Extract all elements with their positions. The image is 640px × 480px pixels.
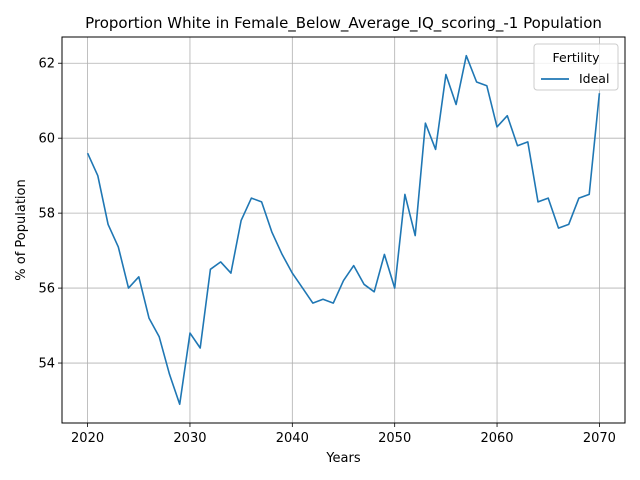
x-tick-label: 2040	[276, 431, 309, 446]
x-tick-label: 2030	[173, 431, 206, 446]
chart-title: Proportion White in Female_Below_Average…	[85, 14, 602, 33]
y-tick-label: 56	[38, 282, 55, 297]
x-tick-label: 2020	[71, 431, 104, 446]
y-tick-label: 54	[38, 357, 55, 372]
legend-label-ideal: Ideal	[579, 71, 609, 86]
y-tick-label: 62	[38, 57, 55, 72]
series-layer	[86, 54, 601, 406]
plot-frame	[61, 36, 626, 424]
legend: Fertility Ideal	[533, 43, 619, 91]
legend-title: Fertility	[553, 50, 601, 65]
x-tick-label: 2070	[583, 431, 616, 446]
grid-layer	[62, 37, 625, 423]
y-axis-label: % of Population	[14, 179, 29, 280]
x-tick-label: 2060	[480, 431, 513, 446]
series-line-ideal	[86, 54, 601, 406]
tick-layer: 2020 2030 2040 2050 2060 2070 54 56 58 60 62	[38, 57, 616, 446]
y-tick-label: 58	[38, 207, 55, 222]
x-tick-label: 2050	[378, 431, 411, 446]
x-axis-label: Years	[325, 451, 361, 466]
y-tick-label: 60	[38, 132, 55, 147]
